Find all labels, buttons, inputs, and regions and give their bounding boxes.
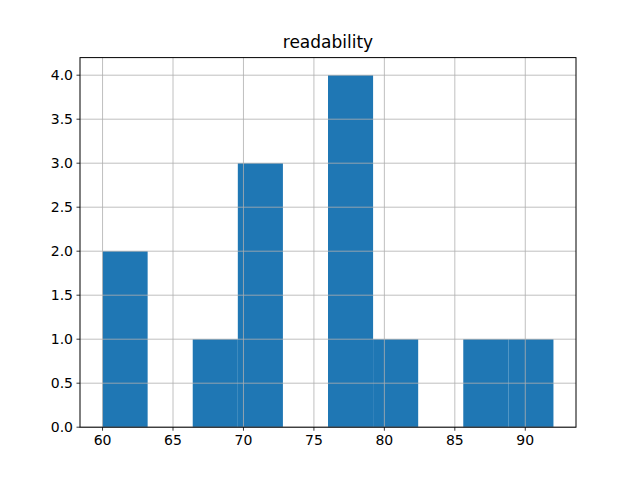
chart-title: readability <box>283 32 373 52</box>
x-tick-label-70: 70 <box>235 432 253 448</box>
y-tick-label-1.0: 1.0 <box>51 331 73 347</box>
x-tick-label-65: 65 <box>164 432 182 448</box>
y-tick-label-4.0: 4.0 <box>51 67 73 83</box>
y-tick-label-3.5: 3.5 <box>51 111 73 127</box>
y-tick-label-2.0: 2.0 <box>51 243 73 259</box>
y-tick-label-0.5: 0.5 <box>51 375 73 391</box>
x-tick-label-75: 75 <box>305 432 323 448</box>
x-tick-label-90: 90 <box>516 432 534 448</box>
figure-canvas: 60 65 70 75 80 85 90 0.0 0.5 1.0 1.5 2.0 2.5 3.0 3.5 4.… <box>0 0 640 480</box>
y-tick-label-3.0: 3.0 <box>51 155 73 171</box>
x-tick-label-80: 80 <box>375 432 393 448</box>
y-tick-label-1.5: 1.5 <box>51 287 73 303</box>
y-tick-label-0.0: 0.0 <box>51 419 73 435</box>
x-tick-label-60: 60 <box>94 432 112 448</box>
histogram-plot: 60 65 70 75 80 85 90 0.0 0.5 1.0 1.5 2.0 2.5 3.0 3.5 4.… <box>0 0 640 480</box>
y-tick-label-2.5: 2.5 <box>51 199 73 215</box>
x-tick-label-85: 85 <box>446 432 464 448</box>
